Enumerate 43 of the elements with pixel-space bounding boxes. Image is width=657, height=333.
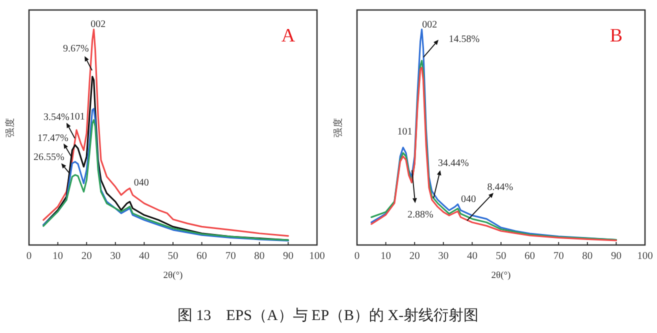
x-tick-label: 20 xyxy=(81,251,92,262)
x-tick-label: 30 xyxy=(438,251,449,262)
annotation: 14.58% xyxy=(448,34,480,46)
x-tick-label: 100 xyxy=(309,251,325,262)
x-tick-label: 60 xyxy=(524,251,536,262)
annotation: 040 xyxy=(134,178,149,189)
y-axis-title: 强度 xyxy=(4,118,16,138)
annotation: 101 xyxy=(70,112,85,123)
x-tick-label: 80 xyxy=(254,251,265,262)
annotation: 040 xyxy=(460,194,476,205)
annotation: 8.44% xyxy=(487,182,514,193)
x-tick-label: 30 xyxy=(110,251,121,262)
annotation: 101 xyxy=(397,126,412,138)
x-tick-label: 60 xyxy=(196,251,208,262)
x-tick-label: 70 xyxy=(553,251,564,262)
annotation: 3.54% xyxy=(43,112,70,124)
annotation: 2.88% xyxy=(407,210,434,221)
x-tick-label: 80 xyxy=(582,251,593,262)
x-tick-label: 40 xyxy=(466,251,478,262)
annotation: 002 xyxy=(90,18,106,30)
x-tick-label: 90 xyxy=(282,251,294,262)
x-tick-label: 100 xyxy=(637,251,653,262)
annotation: 34.44% xyxy=(438,158,469,170)
x-axis-title: 2θ(°) xyxy=(163,271,183,281)
x-tick-label: 10 xyxy=(380,251,392,262)
annotation: 26.55% xyxy=(33,152,64,163)
x-tick-label: 90 xyxy=(610,251,622,262)
chart-title: B xyxy=(610,26,623,46)
x-tick-label: 20 xyxy=(409,251,420,262)
annotation: 002 xyxy=(422,20,438,31)
y-axis-title: 强度 xyxy=(332,118,344,138)
x-tick-label: 50 xyxy=(168,251,178,262)
x-axis-title: 2θ(°) xyxy=(491,271,511,281)
annotation: 17.47% xyxy=(37,132,68,144)
annotation: 9.67% xyxy=(63,43,89,54)
caption: 图 13 EPS（A）与 EP（B）的 X-射线衍射图 xyxy=(177,307,479,324)
x-tick-label: 70 xyxy=(225,251,236,262)
x-tick-label: 0 xyxy=(354,251,360,262)
x-tick-label: 50 xyxy=(496,251,506,262)
x-tick-label: 0 xyxy=(26,251,32,262)
chart-title: A xyxy=(281,26,296,46)
x-tick-label: 40 xyxy=(138,251,150,262)
x-tick-label: 10 xyxy=(52,251,64,262)
